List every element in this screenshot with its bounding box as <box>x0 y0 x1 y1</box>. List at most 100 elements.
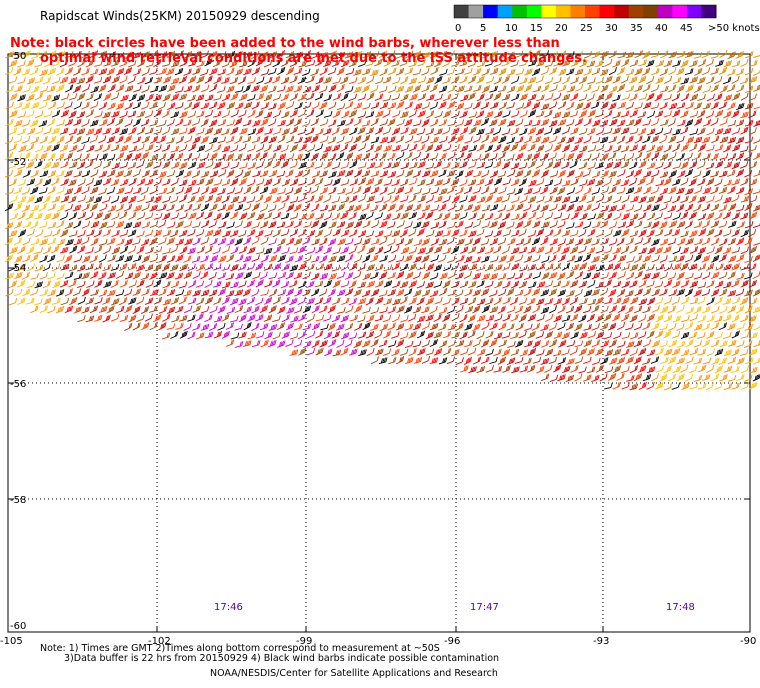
wind-barb <box>264 229 273 237</box>
wind-barb <box>272 263 282 271</box>
wind-barb <box>361 152 371 161</box>
wind-barb <box>226 119 235 127</box>
wind-barb <box>213 297 222 305</box>
wind-barb <box>110 264 120 271</box>
wind-barb <box>82 84 91 93</box>
wind-barb <box>702 85 712 93</box>
wind-barb <box>463 186 473 194</box>
wind-barb <box>124 51 133 59</box>
wind-barb <box>349 229 358 237</box>
wind-barb <box>446 356 455 365</box>
wind-barb <box>345 118 354 126</box>
wind-barb <box>600 50 609 58</box>
wind-barb <box>13 220 23 229</box>
wind-barb <box>476 178 485 186</box>
wind-barb <box>358 143 367 152</box>
wind-barb <box>73 101 82 110</box>
wind-barb <box>646 229 655 238</box>
wind-barb <box>209 170 219 178</box>
wind-barb <box>630 195 639 203</box>
wind-barb <box>51 127 60 135</box>
wind-barb <box>132 288 141 296</box>
wind-barb <box>310 68 319 76</box>
wind-barb <box>425 331 434 340</box>
wind-barb <box>64 67 73 76</box>
wind-barb <box>583 203 592 212</box>
wind-barb <box>348 59 358 68</box>
wind-barb <box>464 323 473 331</box>
wind-barb <box>621 93 631 101</box>
wind-barb <box>655 60 665 67</box>
wind-barb <box>722 314 732 322</box>
wind-barb <box>642 152 652 161</box>
wind-barb <box>442 230 451 237</box>
wind-barb <box>523 50 532 59</box>
wind-barb <box>366 314 375 323</box>
wind-barb <box>694 117 703 126</box>
wind-barb <box>362 321 371 331</box>
wind-barb <box>753 120 760 127</box>
wind-barb <box>531 237 541 246</box>
wind-barb <box>701 374 711 381</box>
wind-barb <box>664 263 673 272</box>
wind-barb <box>383 195 392 204</box>
wind-barb <box>485 280 494 288</box>
wind-barb <box>591 170 601 178</box>
wind-barb <box>94 60 103 67</box>
wind-barb <box>744 136 754 144</box>
wind-barb <box>73 136 82 144</box>
wind-barb <box>327 288 336 297</box>
wind-barb <box>532 49 541 58</box>
wind-barb <box>337 238 346 246</box>
wind-barb <box>617 340 626 348</box>
wind-barb <box>34 298 43 306</box>
wind-barb <box>464 67 473 75</box>
wind-barb <box>608 339 617 348</box>
wind-barb <box>501 144 511 153</box>
wind-barb <box>150 85 159 93</box>
wind-barb <box>8 143 17 152</box>
wind-barb <box>693 221 703 229</box>
wind-barb <box>93 314 103 322</box>
wind-barb <box>719 340 728 348</box>
wind-barb <box>311 238 320 246</box>
wind-barb <box>124 323 133 331</box>
wind-barb <box>629 161 638 170</box>
wind-barb <box>56 170 65 177</box>
wind-barb <box>268 305 277 314</box>
wind-barb <box>187 94 196 102</box>
wind-barb <box>548 272 558 279</box>
wind-barb <box>303 136 312 143</box>
wind-barb <box>183 271 193 279</box>
wind-barb <box>536 365 545 374</box>
wind-barb <box>310 134 319 144</box>
wind-barb <box>212 280 222 288</box>
wind-barb <box>331 264 341 272</box>
wind-barb <box>77 178 86 187</box>
wind-barb <box>167 102 176 111</box>
wind-barb <box>345 221 354 229</box>
wind-barb <box>451 349 460 357</box>
wind-barb <box>599 136 609 144</box>
wind-barb <box>668 186 677 195</box>
wind-barb <box>621 212 630 221</box>
wind-barb <box>660 50 669 59</box>
wind-barb <box>612 313 621 322</box>
wind-barb <box>523 169 532 178</box>
wind-barb <box>235 102 244 110</box>
wind-barb <box>255 297 264 306</box>
wind-barb <box>672 280 681 288</box>
wind-barb <box>319 101 328 110</box>
wind-barb <box>540 204 549 212</box>
wind-barb <box>625 135 634 144</box>
wind-barb <box>464 221 474 229</box>
wind-barb <box>685 50 694 58</box>
wind-barb <box>421 135 430 144</box>
wind-barb <box>434 213 443 221</box>
wind-barb <box>541 272 550 280</box>
wind-barb <box>149 50 159 58</box>
wind-barb <box>617 288 626 297</box>
wind-barb <box>144 229 154 237</box>
wind-barb <box>736 84 745 93</box>
wind-barb <box>706 144 715 152</box>
